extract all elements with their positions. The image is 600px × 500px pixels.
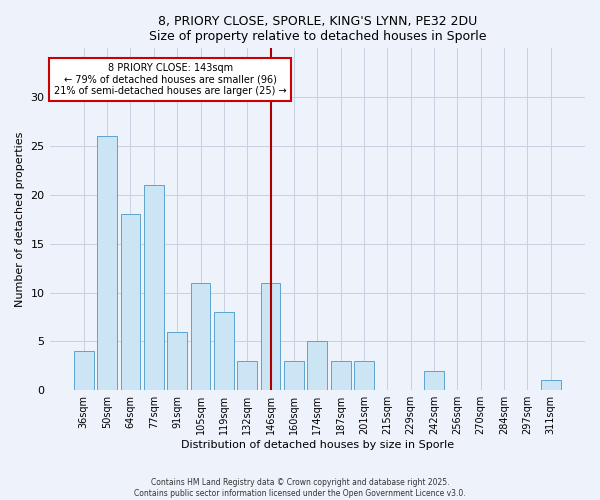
Bar	[97, 136, 117, 390]
Bar	[167, 332, 187, 390]
Bar	[541, 380, 560, 390]
Bar	[284, 361, 304, 390]
Text: 8 PRIORY CLOSE: 143sqm
← 79% of detached houses are smaller (96)
21% of semi-det: 8 PRIORY CLOSE: 143sqm ← 79% of detached…	[54, 63, 286, 96]
Bar	[144, 185, 164, 390]
Bar	[121, 214, 140, 390]
Bar	[191, 283, 211, 390]
Title: 8, PRIORY CLOSE, SPORLE, KING'S LYNN, PE32 2DU
Size of property relative to deta: 8, PRIORY CLOSE, SPORLE, KING'S LYNN, PE…	[149, 15, 486, 43]
Bar	[354, 361, 374, 390]
Bar	[260, 283, 280, 390]
Bar	[214, 312, 234, 390]
Text: Contains HM Land Registry data © Crown copyright and database right 2025.
Contai: Contains HM Land Registry data © Crown c…	[134, 478, 466, 498]
Bar	[424, 370, 444, 390]
X-axis label: Distribution of detached houses by size in Sporle: Distribution of detached houses by size …	[181, 440, 454, 450]
Bar	[74, 351, 94, 390]
Bar	[238, 361, 257, 390]
Y-axis label: Number of detached properties: Number of detached properties	[15, 132, 25, 307]
Bar	[331, 361, 350, 390]
Bar	[307, 342, 327, 390]
